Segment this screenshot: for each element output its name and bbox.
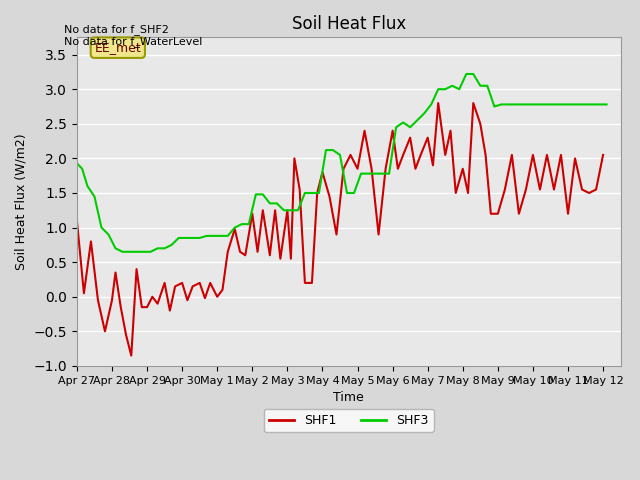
SHF1 [599, 152, 607, 158]
SHF3 [73, 160, 81, 166]
SHF1 [435, 100, 442, 106]
SHF3 [308, 190, 316, 196]
SHF3 [603, 102, 611, 108]
Y-axis label: Soil Heat Flux (W/m2): Soil Heat Flux (W/m2) [15, 133, 28, 270]
SHF1 [501, 187, 509, 192]
Line: SHF3: SHF3 [77, 74, 607, 252]
Legend: SHF1, SHF3: SHF1, SHF3 [264, 409, 434, 432]
Text: No data for f_SHF2
No data for f_WaterLevel: No data for f_SHF2 No data for f_WaterLe… [64, 24, 202, 48]
Text: EE_met: EE_met [95, 41, 141, 54]
SHF1 [161, 280, 168, 286]
Line: SHF1: SHF1 [77, 103, 603, 356]
SHF1 [326, 193, 333, 199]
SHF3 [371, 171, 379, 177]
SHF1 [224, 249, 232, 255]
SHF3 [182, 235, 189, 241]
SHF1 [73, 218, 81, 224]
SHF1 [127, 353, 135, 359]
X-axis label: Time: Time [333, 391, 364, 404]
Title: Soil Heat Flux: Soil Heat Flux [292, 15, 406, 33]
SHF3 [259, 192, 267, 197]
SHF3 [118, 249, 126, 255]
SHF1 [287, 256, 295, 262]
SHF1 [189, 284, 196, 289]
SHF3 [252, 192, 260, 197]
SHF3 [463, 71, 470, 77]
SHF3 [294, 207, 301, 213]
